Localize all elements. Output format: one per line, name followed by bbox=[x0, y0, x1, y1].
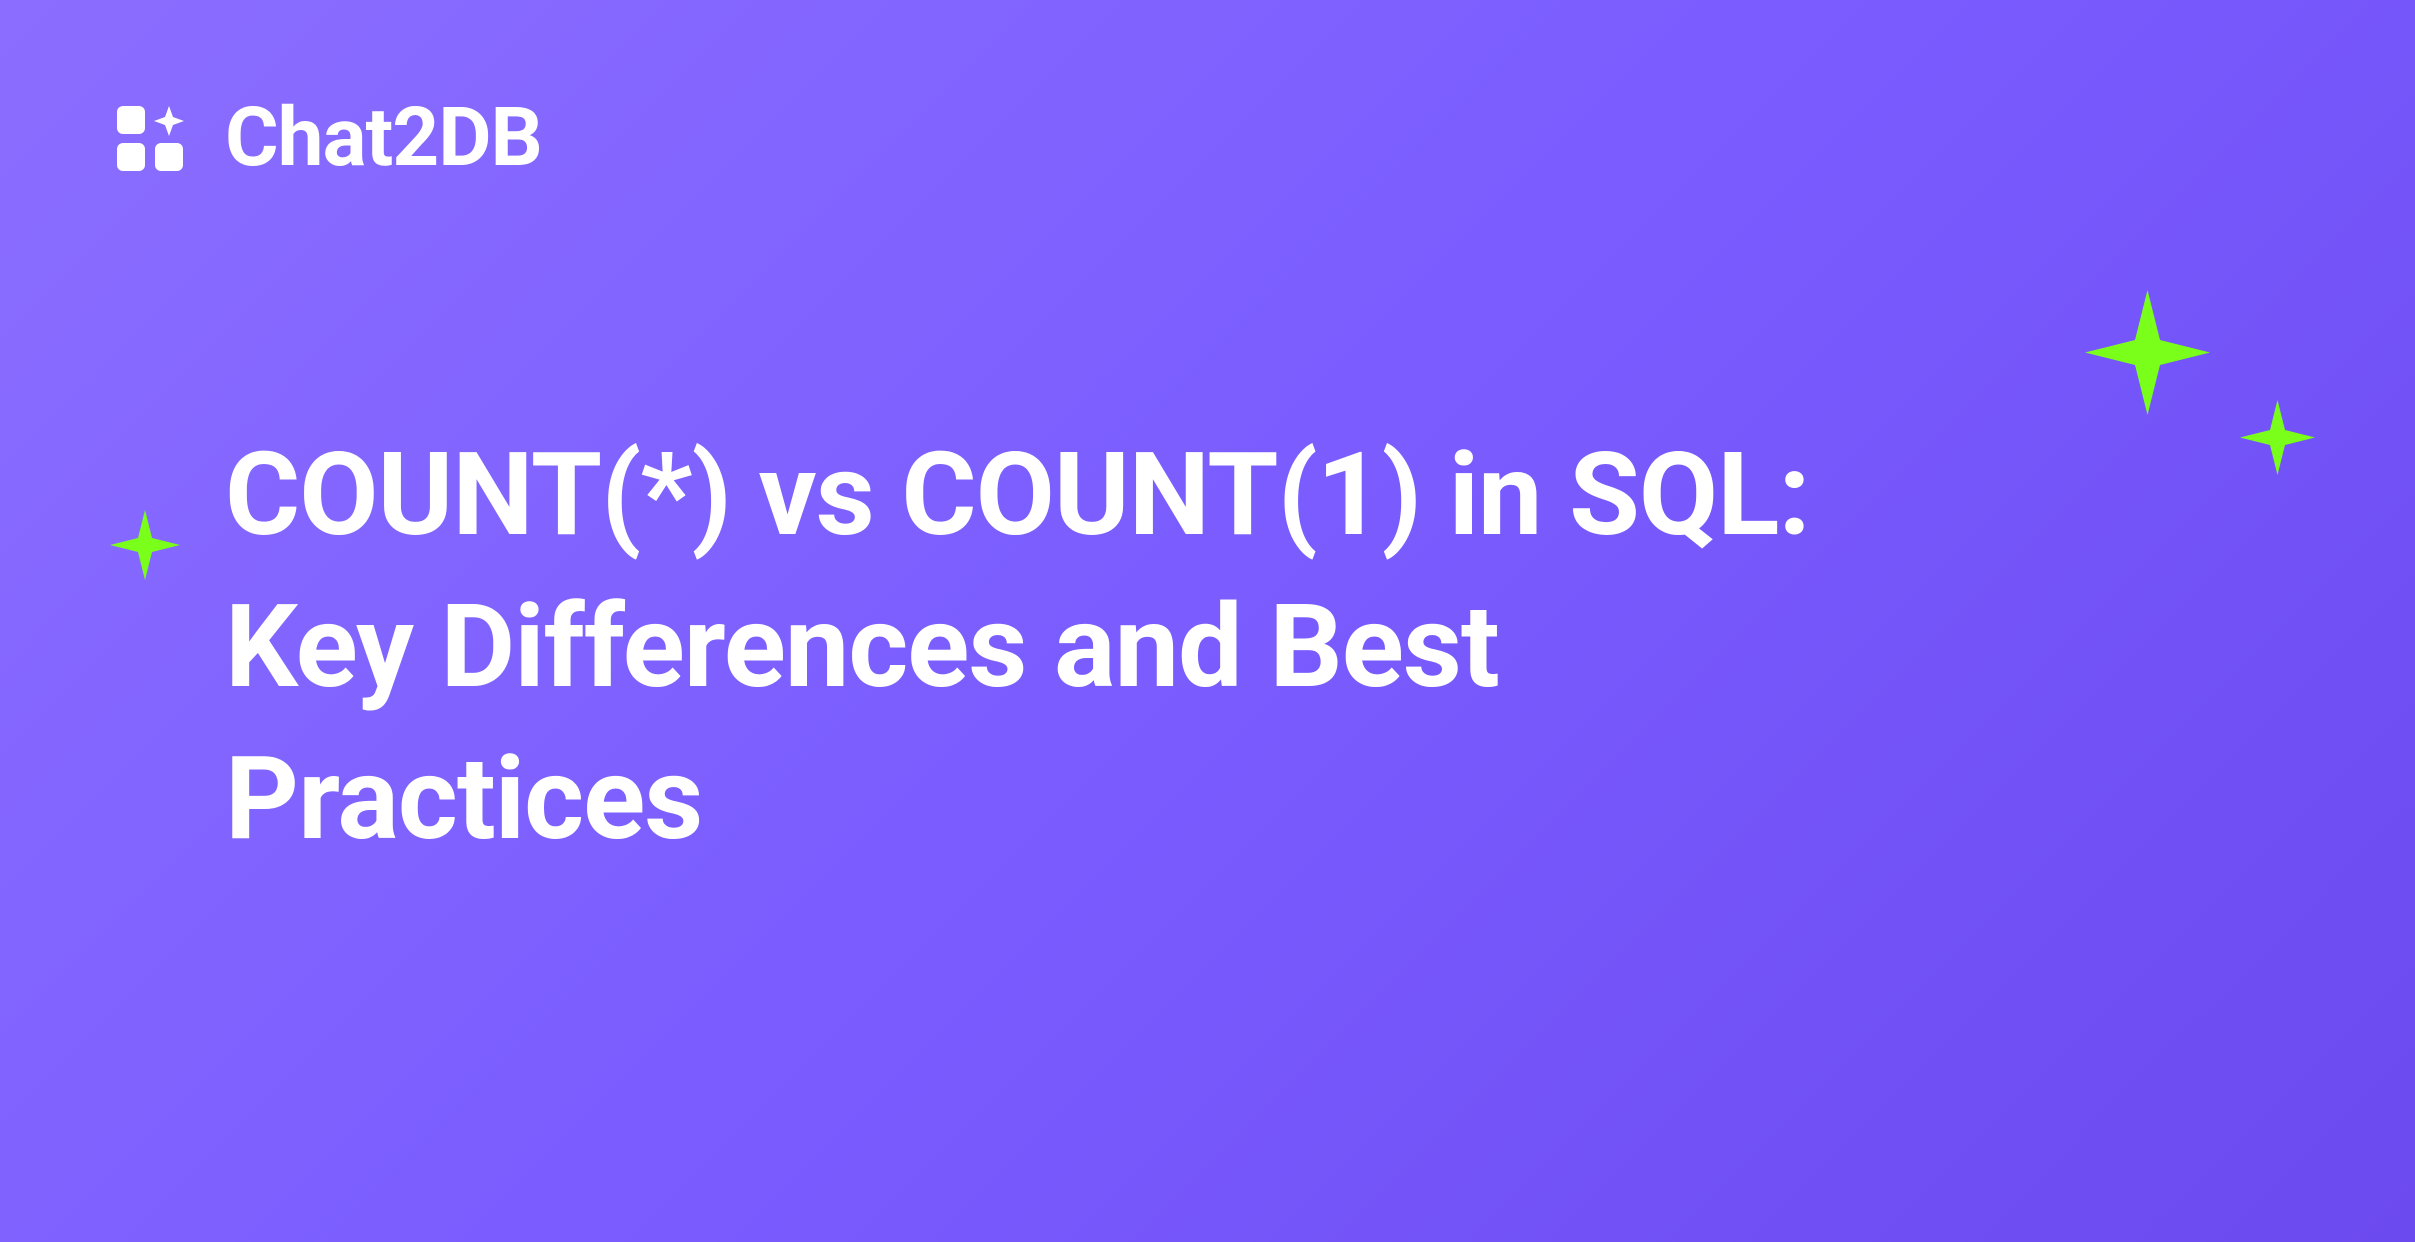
page-title: COUNT(*) vs COUNT(1) in SQL: Key Differe… bbox=[225, 420, 1875, 875]
sparkle-icon bbox=[110, 510, 180, 580]
logo-text: Chat2DB bbox=[225, 90, 542, 186]
chat2db-logo-icon bbox=[115, 101, 205, 176]
sparkle-icon bbox=[2240, 400, 2315, 475]
logo-container: Chat2DB bbox=[115, 90, 542, 186]
sparkle-icon bbox=[2085, 290, 2210, 415]
